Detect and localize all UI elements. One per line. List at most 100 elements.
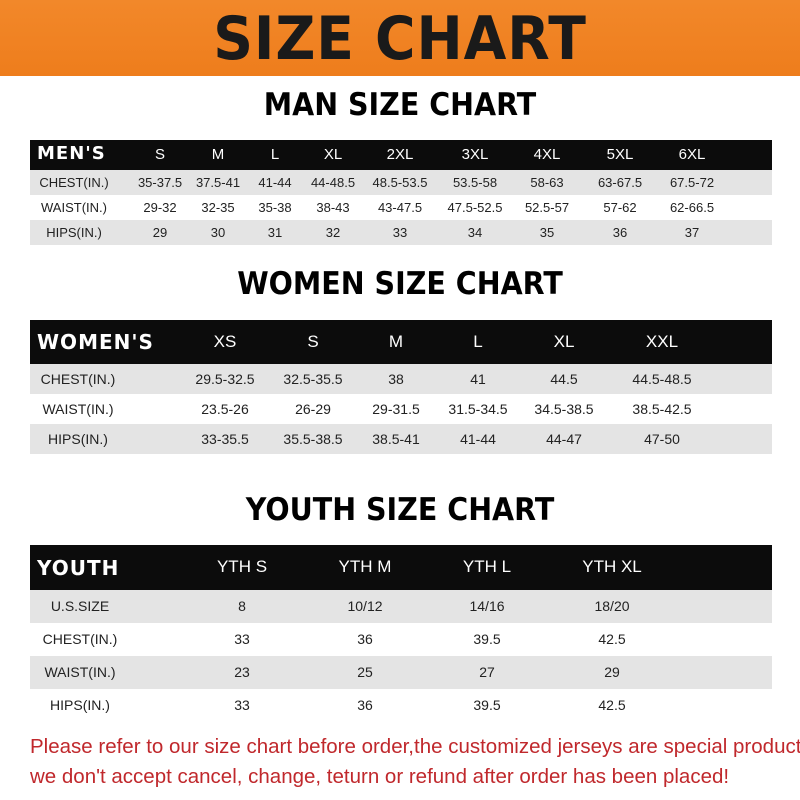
men-cell: 58-63: [530, 174, 564, 190]
men-cell: 37: [684, 224, 700, 240]
youth-cell: 33: [234, 631, 250, 648]
men-cell: 44-48.5: [310, 174, 356, 190]
youth-cell: 23: [234, 664, 250, 681]
men-size-2xl: 2XL: [386, 146, 414, 163]
youth-header-label: YOUTH: [37, 555, 120, 580]
men-row-label: CHEST(IN.): [39, 174, 109, 190]
youth-row-hipsin: HIPS(IN.) 33 36 39.5 42.5: [30, 689, 772, 722]
women-cell: 38: [388, 370, 404, 387]
women-row-chestin: CHEST(IN.) 29.5-32.5 32.5-35.5 38 41 44.5 44.5…: [30, 364, 772, 394]
youth-cell: 42.5: [598, 631, 626, 648]
men-header-label: MEN'S: [37, 143, 106, 164]
women-row-hipsin: HIPS(IN.) 33-35.5 35.5-38.5 38.5-41 41-44 44-…: [30, 424, 772, 454]
men-size-6xl: 6XL: [678, 146, 706, 163]
youth-row-label: CHEST(IN.): [42, 631, 118, 648]
men-cell: 38-43: [316, 199, 350, 215]
women-cell: 23.5-26: [201, 400, 249, 417]
men-cell: 37.5-41: [195, 174, 241, 190]
youth-row-chestin: CHEST(IN.) 33 36 39.5 42.5: [30, 623, 772, 656]
banner-title: SIZE CHART: [213, 4, 587, 74]
men-cell: 52.5-57: [524, 199, 570, 215]
notice-line-2: we don't accept cancel, change, teturn o…: [30, 765, 730, 788]
youth-size-ythl: YTH L: [462, 557, 512, 577]
men-size-4xl: 4XL: [533, 146, 561, 163]
men-cell: 35: [539, 224, 555, 240]
youth-cell: 14/16: [469, 598, 505, 615]
women-section-title: WOMEN SIZE CHART: [237, 266, 563, 302]
men-size-s: S: [154, 146, 166, 163]
men-row-label: WAIST(IN.): [41, 199, 107, 215]
men-cell: 29-32: [143, 199, 177, 215]
banner: SIZE CHART: [0, 0, 800, 76]
men-cell: 53.5-58: [452, 174, 498, 190]
men-cell: 62-66.5: [669, 199, 715, 215]
men-size-3xl: 3XL: [461, 146, 489, 163]
youth-cell: 36: [357, 697, 373, 714]
men-cell: 36: [612, 224, 628, 240]
men-cell: 34: [467, 224, 483, 240]
youth-header-row: YOUTH YTH S YTH M YTH L YTH XL: [30, 545, 772, 590]
men-row-label: HIPS(IN.): [46, 224, 102, 240]
women-cell: 32.5-35.5: [283, 370, 343, 387]
men-row-hipsin: HIPS(IN.) 29 30 31 32 33 34 35 36 37: [30, 220, 772, 245]
youth-row-label: U.S.SIZE: [50, 598, 110, 615]
youth-row-ussize: U.S.SIZE 8 10/12 14/16 18/20: [30, 590, 772, 623]
men-size-5xl: 5XL: [606, 146, 634, 163]
women-header-row: WOMEN'S XS S M L XL XXL: [30, 320, 772, 364]
men-size-xl: XL: [323, 146, 343, 163]
women-size-m: M: [388, 331, 404, 351]
men-cell: 32: [325, 224, 341, 240]
men-cell: 33: [392, 224, 408, 240]
women-cell: 41: [470, 370, 486, 387]
men-cell: 67.5-72: [669, 174, 715, 190]
women-cell: 34.5-38.5: [534, 400, 594, 417]
youth-size-ythxl: YTH XL: [582, 557, 642, 577]
men-row-waistin: WAIST(IN.) 29-32 32-35 35-38 38-43 43-47.5 47.…: [30, 195, 772, 220]
women-cell: 29-31.5: [372, 400, 420, 417]
women-cell: 41-44: [460, 430, 496, 447]
youth-cell: 18/20: [594, 598, 630, 615]
men-header-row: MEN'S S M L XL 2XL 3XL 4XL 5XL 6XL: [30, 140, 772, 170]
women-size-l: L: [473, 331, 483, 351]
men-cell: 31: [267, 224, 283, 240]
men-cell: 29: [152, 224, 168, 240]
men-size-m: M: [211, 146, 225, 163]
men-cell: 30: [210, 224, 226, 240]
men-cell: 35-38: [258, 199, 292, 215]
youth-cell: 39.5: [473, 697, 501, 714]
youth-cell: 36: [357, 631, 373, 648]
women-cell: 26-29: [295, 400, 331, 417]
youth-cell: 27: [479, 664, 495, 681]
youth-cell: 33: [234, 697, 250, 714]
women-cell: 38.5-42.5: [632, 400, 692, 417]
men-size-l: L: [270, 146, 280, 163]
women-header-label: WOMEN'S: [37, 330, 154, 354]
men-cell: 35-37.5: [137, 174, 183, 190]
youth-cell: 42.5: [598, 697, 626, 714]
women-cell: 31.5-34.5: [448, 400, 508, 417]
youth-size-yths: YTH S: [216, 557, 268, 577]
youth-size-ythm: YTH M: [338, 557, 392, 577]
youth-row-label: WAIST(IN.): [44, 664, 116, 681]
men-cell: 63-67.5: [597, 174, 643, 190]
women-cell: 38.5-41: [372, 430, 420, 447]
youth-cell: 10/12: [347, 598, 383, 615]
men-cell: 32-35: [201, 199, 235, 215]
youth-cell: 25: [357, 664, 373, 681]
youth-cell: 39.5: [473, 631, 501, 648]
women-size-xs: XS: [213, 331, 237, 351]
women-row-waistin: WAIST(IN.) 23.5-26 26-29 29-31.5 31.5-34.5 34…: [30, 394, 772, 424]
women-cell: 44-47: [546, 430, 582, 447]
men-cell: 47.5-52.5: [447, 199, 503, 215]
men-cell: 43-47.5: [377, 199, 423, 215]
women-size-xxl: XXL: [645, 331, 679, 351]
youth-row-label: HIPS(IN.): [50, 697, 110, 714]
youth-section-title: YOUTH SIZE CHART: [245, 492, 555, 528]
women-cell: 29.5-32.5: [195, 370, 255, 387]
men-row-chestin: CHEST(IN.) 35-37.5 37.5-41 41-44 44-48.5 48.5…: [30, 170, 772, 195]
youth-cell: 29: [604, 664, 620, 681]
women-cell: 35.5-38.5: [283, 430, 343, 447]
women-row-label: WAIST(IN.): [42, 400, 114, 417]
youth-row-waistin: WAIST(IN.) 23 25 27 29: [30, 656, 772, 689]
youth-cell: 8: [238, 598, 246, 615]
